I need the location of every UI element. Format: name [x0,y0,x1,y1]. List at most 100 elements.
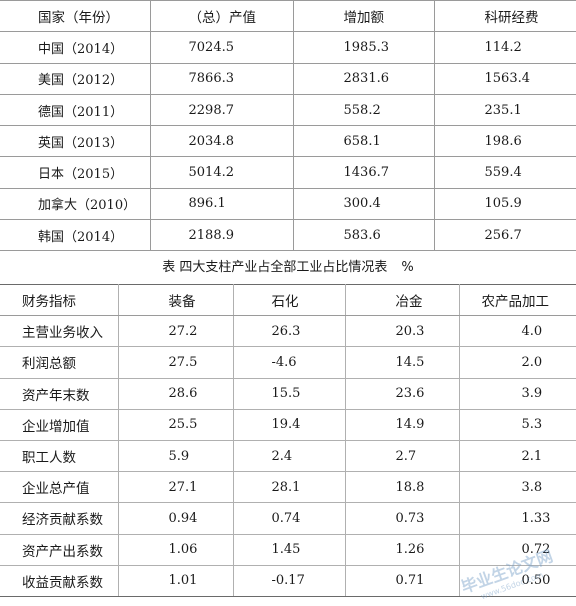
table-cell: 德国（2011） [0,94,150,127]
table-row: 日本（2015） 5014.2 1436.7 559.4 [0,156,576,189]
table-caption: 表 四大支柱产业占全部工业占比情况表% [0,255,576,281]
table-cell: 3.8 [458,471,576,504]
table2-header-equipment: 装备 [117,284,233,317]
table-cell: 1.01 [117,565,233,597]
table-cell: 收益贡献系数 [0,565,118,597]
table-cell: 114.2 [433,31,576,64]
table-cell: 经济贡献系数 [0,502,118,535]
table-row: 企业总产值 27.1 28.1 18.8 3.8 [0,471,576,504]
table-cell: 日本（2015） [0,156,150,189]
table-cell: 28.1 [232,471,345,504]
table-cell: 27.2 [117,315,233,348]
table-row: 美国（2012） 7866.3 2831.6 1563.4 [0,63,576,95]
table-cell: -0.17 [232,565,345,597]
table-row: 资产产出系数 1.06 1.45 1.26 0.72 [0,534,576,566]
table-cell: 19.4 [232,409,345,441]
table1-header-output: （总）产值 [149,0,293,33]
table-cell: 18.8 [344,471,459,504]
table-cell: 27.1 [117,471,233,504]
table-row: 主营业务收入 27.2 26.3 20.3 4.0 [0,315,576,348]
table-cell: 20.3 [344,315,459,348]
table-cell: 加拿大（2010） [0,188,150,221]
table-cell: 资产年末数 [0,378,118,410]
table-cell: 英国（2013） [0,125,150,158]
caption-unit: % [401,260,414,275]
table-row: 中国（2014） 7024.5 1985.3 114.2 [0,31,576,64]
table-cell: 韩国（2014） [0,219,150,252]
table1-header-country: 国家（年份） [0,0,150,33]
table2-header-agri: 农产品加工 [458,284,576,317]
table-cell: 0.94 [117,502,233,535]
table-cell: 1.06 [117,534,233,566]
table-cell: 15.5 [232,378,345,410]
table-cell: 0.74 [232,502,345,535]
table-cell: 2034.8 [149,125,293,158]
table-cell: 利润总额 [0,346,118,379]
table-row: 经济贡献系数 0.94 0.74 0.73 1.33 [0,502,576,535]
table-cell: 美国（2012） [0,63,150,95]
table-cell: 1.33 [458,502,576,535]
table-row: 加拿大（2010） 896.1 300.4 105.9 [0,188,576,221]
table-cell: 0.73 [344,502,459,535]
pillar-industry-table: 财务指标 装备 石化 冶金 农产品加工 主营业务收入 27.2 26.3 20.… [0,284,576,597]
table-cell: 5014.2 [149,156,293,189]
table-cell: 7866.3 [149,63,293,95]
table-cell: 1436.7 [292,156,434,189]
table1-header-rnd: 科研经费 [433,0,576,33]
table-cell: 主营业务收入 [0,315,118,348]
table-row: 资产年末数 28.6 15.5 23.6 3.9 [0,378,576,410]
table-cell: 5.9 [117,440,233,473]
country-output-table: 国家（年份） （总）产值 增加额 科研经费 中国（2014） 7024.5 19… [0,0,576,252]
table-row: 德国（2011） 2298.7 558.2 235.1 [0,94,576,127]
table-row: 收益贡献系数 1.01 -0.17 0.71 0.50 [0,565,576,597]
table-cell: 4.0 [458,315,576,348]
table-cell: 198.6 [433,125,576,158]
table-cell: 企业增加值 [0,409,118,441]
table-cell: 资产产出系数 [0,534,118,566]
table-cell: 7024.5 [149,31,293,64]
table2-header-metallurgy: 冶金 [344,284,459,317]
table-cell: 1985.3 [292,31,434,64]
table-cell: 105.9 [433,188,576,221]
table-cell: 256.7 [433,219,576,252]
table-cell: 559.4 [433,156,576,189]
table-cell: 558.2 [292,94,434,127]
table-cell: 25.5 [117,409,233,441]
table-cell: 23.6 [344,378,459,410]
table-row: 利润总额 27.5 -4.6 14.5 2.0 [0,346,576,379]
table-row: 英国（2013） 2034.8 658.1 198.6 [0,125,576,158]
table-cell: 职工人数 [0,440,118,473]
table-cell: 27.5 [117,346,233,379]
table-cell: 5.3 [458,409,576,441]
caption-title: 表 四大支柱产业占全部工业占比情况表 [162,260,388,275]
table-cell: 14.9 [344,409,459,441]
table2-header-petrochem: 石化 [232,284,345,317]
table-cell: 235.1 [433,94,576,127]
table-cell: 2188.9 [149,219,293,252]
table1-header-increase: 增加额 [292,0,434,33]
table2-header-indicator: 财务指标 [0,284,118,317]
table-cell: 28.6 [117,378,233,410]
table-cell: 0.72 [458,534,576,566]
table-cell: 2.0 [458,346,576,379]
table-row: 职工人数 5.9 2.4 2.7 2.1 [0,440,576,473]
table-cell: 2.1 [458,440,576,473]
table-cell: -4.6 [232,346,345,379]
table-cell: 企业总产值 [0,471,118,504]
table-cell: 300.4 [292,188,434,221]
table-cell: 2298.7 [149,94,293,127]
table-cell: 0.71 [344,565,459,597]
table1-header-row: 国家（年份） （总）产值 增加额 科研经费 [0,0,576,33]
table-cell: 2.7 [344,440,459,473]
table-row: 韩国（2014） 2188.9 583.6 256.7 [0,219,576,252]
table-cell: 1563.4 [433,63,576,95]
table2-header-row: 财务指标 装备 石化 冶金 农产品加工 [0,284,576,317]
table-row: 企业增加值 25.5 19.4 14.9 5.3 [0,409,576,441]
table-cell: 3.9 [458,378,576,410]
table-cell: 1.26 [344,534,459,566]
table-cell: 26.3 [232,315,345,348]
table-cell: 2831.6 [292,63,434,95]
table-cell: 0.50 [458,565,576,597]
table-cell: 658.1 [292,125,434,158]
table-cell: 中国（2014） [0,31,150,64]
